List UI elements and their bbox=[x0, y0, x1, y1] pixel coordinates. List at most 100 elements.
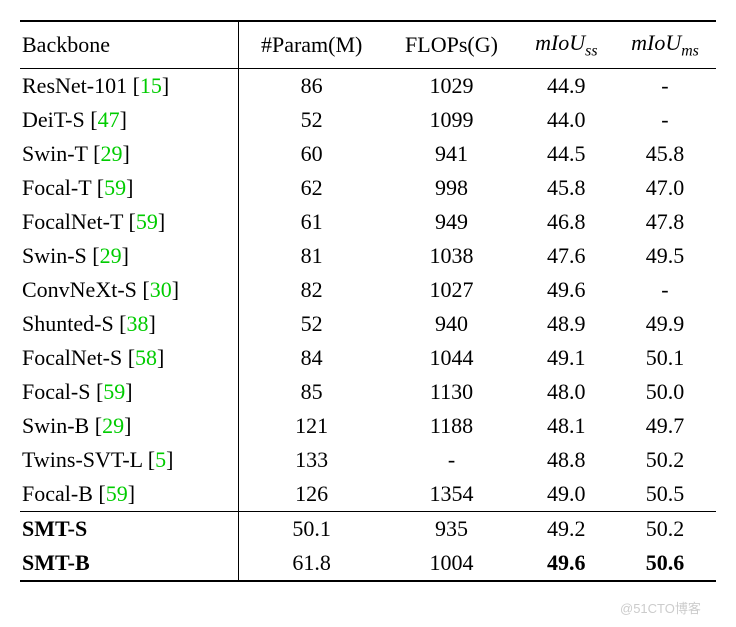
citation-ref: 29 bbox=[100, 141, 122, 166]
param-cell: 82 bbox=[239, 273, 385, 307]
miou_ss-cell: 49.2 bbox=[519, 512, 614, 547]
param-cell: 50.1 bbox=[239, 512, 385, 547]
flops-cell: - bbox=[384, 443, 518, 477]
backbone-cell: Shunted-S [38] bbox=[20, 307, 239, 341]
miou_ms-cell: 50.2 bbox=[614, 443, 716, 477]
table-row: Swin-T [29]6094144.545.8 bbox=[20, 137, 716, 171]
miou_ss-cell: 48.9 bbox=[519, 307, 614, 341]
col-miou-ms: mIoUms bbox=[614, 21, 716, 69]
backbone-cell: SMT-S bbox=[20, 512, 239, 547]
col-flops: FLOPs(G) bbox=[384, 21, 518, 69]
param-cell: 85 bbox=[239, 375, 385, 409]
backbone-cell: Focal-B [59] bbox=[20, 477, 239, 512]
miou_ms-cell: 47.8 bbox=[614, 205, 716, 239]
backbone-cell: ConvNeXt-S [30] bbox=[20, 273, 239, 307]
col-param: #Param(M) bbox=[239, 21, 385, 69]
miou-ss-sub: ss bbox=[585, 42, 597, 59]
flops-cell: 941 bbox=[384, 137, 518, 171]
miou_ss-cell: 49.6 bbox=[519, 273, 614, 307]
backbone-cell: Swin-T [29] bbox=[20, 137, 239, 171]
citation-ref: 47 bbox=[98, 107, 120, 132]
miou_ms-cell: 50.2 bbox=[614, 512, 716, 547]
miou_ss-cell: 47.6 bbox=[519, 239, 614, 273]
citation-ref: 30 bbox=[150, 277, 172, 302]
flops-cell: 1044 bbox=[384, 341, 518, 375]
citation-ref: 29 bbox=[100, 243, 122, 268]
miou_ms-cell: - bbox=[614, 103, 716, 137]
table-row: FocalNet-S [58]84104449.150.1 bbox=[20, 341, 716, 375]
citation-ref: 38 bbox=[127, 311, 149, 336]
miou_ms-cell: 50.0 bbox=[614, 375, 716, 409]
miou-ms-prefix: mIoU bbox=[631, 30, 681, 55]
param-cell: 81 bbox=[239, 239, 385, 273]
miou_ms-cell: 47.0 bbox=[614, 171, 716, 205]
table-row: Twins-SVT-L [5]133-48.850.2 bbox=[20, 443, 716, 477]
backbone-cell: FocalNet-S [58] bbox=[20, 341, 239, 375]
backbone-cell: Swin-S [29] bbox=[20, 239, 239, 273]
flops-cell: 998 bbox=[384, 171, 518, 205]
flops-cell: 1027 bbox=[384, 273, 518, 307]
col-miou-ss: mIoUss bbox=[519, 21, 614, 69]
backbone-cell: Twins-SVT-L [5] bbox=[20, 443, 239, 477]
table-row: FocalNet-T [59]6194946.847.8 bbox=[20, 205, 716, 239]
table-row: ResNet-101 [15]86102944.9- bbox=[20, 69, 716, 104]
table-row: Focal-B [59]126135449.050.5 bbox=[20, 477, 716, 512]
miou_ss-cell: 49.6 bbox=[519, 546, 614, 581]
miou_ss-cell: 44.0 bbox=[519, 103, 614, 137]
backbone-cell: FocalNet-T [59] bbox=[20, 205, 239, 239]
table-row: Focal-T [59]6299845.847.0 bbox=[20, 171, 716, 205]
param-cell: 61.8 bbox=[239, 546, 385, 581]
miou_ss-cell: 44.9 bbox=[519, 69, 614, 104]
table-row: ConvNeXt-S [30]82102749.6- bbox=[20, 273, 716, 307]
citation-ref: 58 bbox=[135, 345, 157, 370]
citation-ref: 59 bbox=[104, 175, 126, 200]
citation-ref: 59 bbox=[106, 481, 128, 506]
table-row: Focal-S [59]85113048.050.0 bbox=[20, 375, 716, 409]
flops-cell: 935 bbox=[384, 512, 518, 547]
flops-cell: 1188 bbox=[384, 409, 518, 443]
backbone-cell: SMT-B bbox=[20, 546, 239, 581]
citation-ref: 5 bbox=[155, 447, 166, 472]
miou_ss-cell: 48.1 bbox=[519, 409, 614, 443]
param-cell: 86 bbox=[239, 69, 385, 104]
miou_ms-cell: 49.9 bbox=[614, 307, 716, 341]
param-cell: 121 bbox=[239, 409, 385, 443]
backbone-cell: Focal-T [59] bbox=[20, 171, 239, 205]
table-row: SMT-S50.193549.250.2 bbox=[20, 512, 716, 547]
param-cell: 133 bbox=[239, 443, 385, 477]
table-body-bottom: SMT-S50.193549.250.2SMT-B61.8100449.650.… bbox=[20, 512, 716, 582]
miou_ss-cell: 49.0 bbox=[519, 477, 614, 512]
citation-ref: 15 bbox=[140, 73, 162, 98]
header-row: Backbone #Param(M) FLOPs(G) mIoUss mIoUm… bbox=[20, 21, 716, 69]
backbone-cell: DeiT-S [47] bbox=[20, 103, 239, 137]
flops-cell: 1038 bbox=[384, 239, 518, 273]
flops-cell: 1004 bbox=[384, 546, 518, 581]
table-row: Swin-S [29]81103847.649.5 bbox=[20, 239, 716, 273]
param-cell: 126 bbox=[239, 477, 385, 512]
table-body-main: ResNet-101 [15]86102944.9-DeiT-S [47]521… bbox=[20, 69, 716, 512]
citation-ref: 29 bbox=[102, 413, 124, 438]
param-cell: 52 bbox=[239, 307, 385, 341]
watermark: @51CTO博客 bbox=[620, 598, 701, 617]
miou_ss-cell: 46.8 bbox=[519, 205, 614, 239]
table-row: Swin-B [29]121118848.149.7 bbox=[20, 409, 716, 443]
backbone-cell: Focal-S [59] bbox=[20, 375, 239, 409]
flops-cell: 1099 bbox=[384, 103, 518, 137]
citation-ref: 59 bbox=[103, 379, 125, 404]
param-cell: 61 bbox=[239, 205, 385, 239]
miou_ss-cell: 48.8 bbox=[519, 443, 614, 477]
miou_ms-cell: 45.8 bbox=[614, 137, 716, 171]
param-cell: 62 bbox=[239, 171, 385, 205]
param-cell: 60 bbox=[239, 137, 385, 171]
flops-cell: 1029 bbox=[384, 69, 518, 104]
miou_ss-cell: 48.0 bbox=[519, 375, 614, 409]
backbone-cell: Swin-B [29] bbox=[20, 409, 239, 443]
results-table: Backbone #Param(M) FLOPs(G) mIoUss mIoUm… bbox=[20, 20, 716, 582]
miou_ms-cell: - bbox=[614, 69, 716, 104]
miou_ss-cell: 49.1 bbox=[519, 341, 614, 375]
flops-cell: 1354 bbox=[384, 477, 518, 512]
table-row: DeiT-S [47]52109944.0- bbox=[20, 103, 716, 137]
param-cell: 52 bbox=[239, 103, 385, 137]
miou_ms-cell: 50.5 bbox=[614, 477, 716, 512]
miou_ms-cell: 50.1 bbox=[614, 341, 716, 375]
